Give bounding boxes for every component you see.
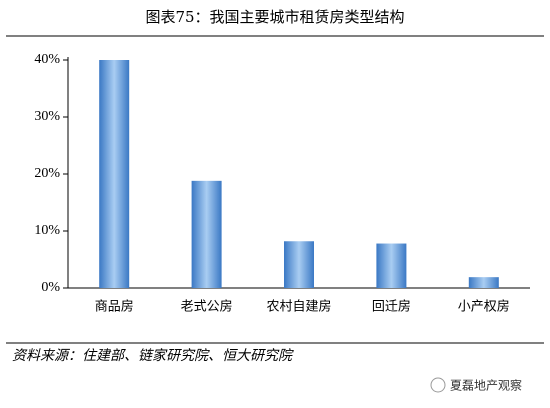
watermark-icon xyxy=(430,377,446,393)
watermark: 夏磊地产观察 xyxy=(450,379,522,393)
bar xyxy=(468,277,499,288)
x-tick-label: 农村自建房 xyxy=(266,299,331,315)
x-tick-label: 小产权房 xyxy=(458,299,510,315)
bar xyxy=(191,180,222,288)
y-tick-label: 20% xyxy=(34,166,60,181)
x-tick-label: 老式公房 xyxy=(181,299,233,315)
source-note: 资料来源：住建部、链家研究院、恒大研究院 xyxy=(12,348,294,364)
x-tick-label: 商品房 xyxy=(95,299,134,315)
y-tick-label: 30% xyxy=(34,109,60,124)
bar xyxy=(376,243,407,288)
x-tick-label: 回迁房 xyxy=(372,299,411,315)
y-tick-label: 0% xyxy=(41,280,60,295)
bar xyxy=(284,241,314,288)
bar xyxy=(99,60,130,288)
y-tick-label: 10% xyxy=(34,223,60,238)
y-tick-label: 40% xyxy=(34,52,60,67)
chart-title: 图表75：我国主要城市租赁房类型结构 xyxy=(145,8,404,26)
